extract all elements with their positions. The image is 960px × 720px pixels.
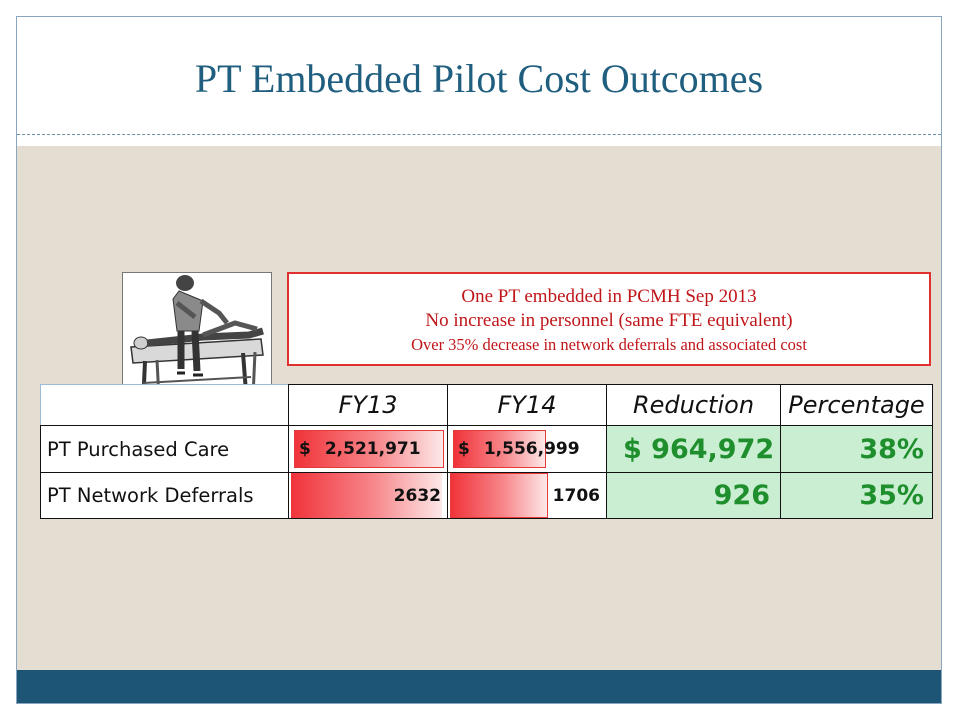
fy14-network-deferrals-value: 1706 (552, 485, 600, 506)
title-area: PT Embedded Pilot Cost Outcomes (17, 17, 941, 134)
currency-symbol: $ (299, 439, 311, 459)
percentage-network-deferrals: 35% (780, 472, 933, 519)
callout-line-2: No increase in personnel (same FTE equiv… (425, 310, 793, 331)
header-fy13: FY13 (288, 384, 448, 426)
fy14-network-deferrals-bar (450, 473, 548, 518)
summary-callout: One PT embedded in PCMH Sep 2013 No incr… (287, 272, 931, 366)
fy14-purchased-care-value: 1,556,999 (483, 439, 580, 459)
currency-symbol: $ (458, 439, 470, 459)
fy13-network-deferrals-cell: 2632 (288, 472, 448, 519)
fy14-network-deferrals-cell: 1706 (447, 472, 607, 519)
fy13-purchased-care-cell: $ 2,521,971 (288, 425, 448, 473)
cost-outcomes-table: FY13 FY14 Reduction Percentage PT Purcha… (40, 384, 933, 519)
therapist-patient-icon (130, 275, 264, 412)
reduction-network-deferrals: 926 (606, 472, 781, 519)
fy13-purchased-care-value: 2,521,971 (324, 439, 421, 459)
title-divider (17, 134, 941, 135)
percentage-purchased-care: 38% (780, 425, 933, 473)
table-corner-cell (40, 384, 289, 426)
fy13-network-deferrals-bar (291, 473, 442, 518)
header-reduction: Reduction (606, 384, 781, 426)
fy14-purchased-care-bar (453, 430, 546, 468)
slide-title: PT Embedded Pilot Cost Outcomes (194, 56, 764, 101)
fy14-purchased-care-cell: $ 1,556,999 (447, 425, 607, 473)
callout-line-3: Over 35% decrease in network deferrals a… (411, 335, 807, 354)
row-label-purchased-care: PT Purchased Care (40, 425, 289, 473)
fy13-network-deferrals-value: 2632 (393, 485, 441, 506)
reduction-purchased-care: $ 964,972 (606, 425, 781, 473)
header-percentage: Percentage (780, 384, 933, 426)
row-label-network-deferrals: PT Network Deferrals (40, 472, 289, 519)
header-fy14: FY14 (447, 384, 607, 426)
callout-line-1: One PT embedded in PCMH Sep 2013 (461, 286, 757, 307)
fy13-purchased-care-bar (294, 430, 444, 468)
footer-bar (17, 670, 941, 703)
